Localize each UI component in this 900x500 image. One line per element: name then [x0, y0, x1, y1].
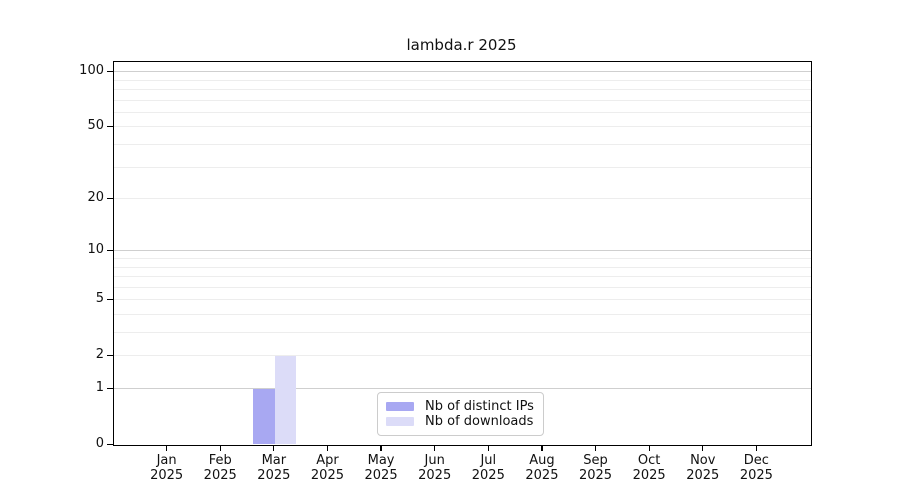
gridline-minor [114, 79, 811, 81]
y-tick-label: 20 [87, 189, 104, 205]
x-tick-label: Aug 2025 [507, 453, 577, 483]
gridline-minor [114, 332, 811, 334]
x-tick-year: 2025 [310, 467, 344, 483]
y-tick-label: 5 [95, 290, 104, 306]
y-axis-tick [106, 298, 113, 300]
y-axis-tick [106, 387, 113, 389]
x-tick-month: Jul [480, 452, 497, 468]
x-tick-month: Dec [743, 452, 769, 468]
legend-label: Nb of distinct IPs [425, 399, 534, 414]
x-axis-tick [487, 445, 489, 451]
x-tick-year: 2025 [203, 467, 237, 483]
y-axis-tick [106, 354, 113, 356]
x-axis-tick [434, 445, 436, 451]
gridline-major [114, 71, 811, 73]
x-tick-month: Nov [690, 452, 716, 468]
gridline-minor [114, 355, 811, 357]
y-tick-label: 2 [95, 346, 104, 362]
gridline-minor [114, 126, 811, 128]
gridline-minor [114, 276, 811, 278]
x-axis-tick [594, 445, 597, 451]
gridline-minor [114, 299, 811, 301]
y-tick-label: 50 [87, 117, 104, 133]
chart-title: lambda.r 2025 [406, 36, 517, 54]
x-tick-label: Nov 2025 [668, 453, 738, 483]
y-axis-tick [106, 443, 113, 445]
y-axis-tick [106, 70, 113, 72]
gridline-minor [114, 99, 811, 101]
x-axis-tick [380, 445, 382, 451]
legend-item: Nb of downloads [386, 414, 535, 429]
gridline-minor [114, 286, 811, 288]
legend-swatch [386, 402, 414, 411]
x-axis-tick [326, 445, 329, 451]
x-tick-label: May 2025 [346, 453, 416, 483]
gridline-minor [114, 266, 811, 268]
y-tick-label: 1 [95, 379, 104, 395]
x-tick-month: Apr [316, 452, 339, 468]
x-axis-tick [219, 445, 221, 451]
legend-swatch [386, 417, 414, 426]
x-tick-label: Oct 2025 [614, 453, 684, 483]
x-tick-month: Aug [529, 452, 555, 468]
x-tick-year: 2025 [632, 467, 666, 483]
gridline-minor [114, 314, 811, 316]
x-tick-month: Jun [424, 452, 445, 468]
x-tick-label: Jun 2025 [400, 453, 470, 483]
x-axis-tick [755, 445, 757, 451]
x-tick-year: 2025 [578, 467, 613, 483]
x-axis-tick [702, 445, 704, 451]
x-tick-label: Dec 2025 [721, 453, 791, 483]
legend: Nb of distinct IPs Nb of downloads [377, 392, 544, 436]
x-tick-label: Jul 2025 [453, 453, 523, 483]
x-axis-tick [648, 445, 650, 451]
y-tick-label: 0 [95, 435, 104, 451]
x-tick-year: 2025 [686, 467, 720, 483]
gridline-minor [114, 144, 811, 146]
y-axis-tick [106, 125, 113, 128]
x-tick-year: 2025 [471, 467, 505, 483]
gridline-major [114, 388, 811, 390]
x-tick-year: 2025 [257, 467, 291, 483]
gridline-minor [114, 198, 811, 200]
gridline-minor [114, 112, 811, 113]
gridline-minor [114, 89, 811, 91]
y-tick-label: 100 [79, 62, 104, 78]
x-tick-month: Feb [208, 452, 232, 468]
y-axis-tick [106, 197, 113, 199]
x-axis-tick [273, 445, 275, 451]
legend-item: Nb of distinct IPs [386, 399, 535, 414]
x-tick-year: 2025 [525, 467, 559, 483]
x-tick-label: Feb 2025 [185, 453, 255, 483]
x-tick-label: Jan 2025 [132, 453, 202, 483]
x-tick-month: Oct [637, 452, 661, 468]
gridline-minor [114, 258, 811, 260]
legend-label: Nb of downloads [425, 414, 534, 429]
x-tick-month: Sep [583, 452, 608, 468]
x-tick-month: Jan [156, 452, 177, 468]
x-tick-label: Sep 2025 [561, 453, 631, 483]
bar [274, 355, 297, 445]
bar [253, 388, 275, 445]
x-tick-month: Mar [261, 452, 287, 468]
gridline-major [114, 250, 811, 252]
y-axis-tick [106, 249, 113, 252]
gridline-minor [114, 166, 811, 168]
x-tick-year: 2025 [739, 467, 773, 483]
x-tick-year: 2025 [150, 467, 184, 483]
x-tick-year: 2025 [418, 467, 452, 483]
x-axis-tick [166, 445, 168, 451]
x-tick-label: Apr 2025 [292, 453, 362, 483]
y-tick-label: 10 [87, 241, 104, 257]
x-axis-tick [541, 445, 543, 451]
plot-area [113, 61, 812, 446]
x-tick-label: Mar 2025 [239, 453, 309, 483]
x-tick-month: May [367, 452, 395, 468]
x-tick-year: 2025 [364, 467, 398, 483]
